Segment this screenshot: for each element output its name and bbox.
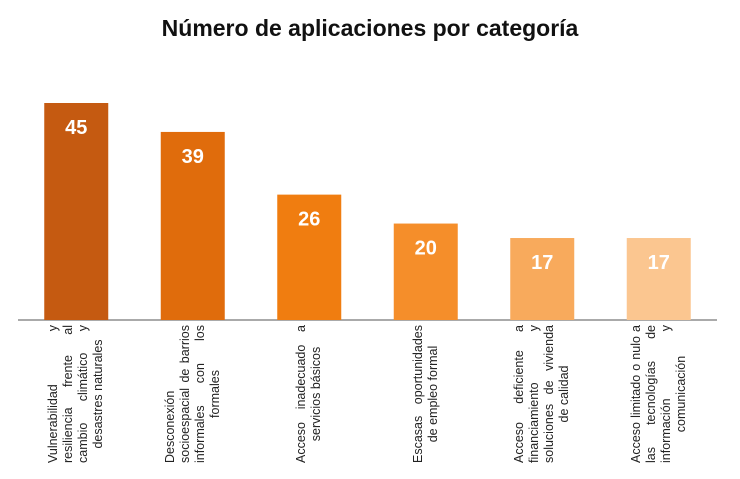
value-label: 26 [298, 209, 320, 231]
x-tick-label: Acceso deficiente a financiamiento y sol… [512, 325, 572, 463]
value-label: 17 [531, 252, 553, 274]
x-tick-label: Acceso limitado o nulo a las tecnologías… [628, 325, 688, 463]
x-tick-label: Desconexión socioespacial de barrios inf… [162, 325, 222, 463]
bar [510, 238, 575, 320]
x-tick-label: Acceso inadecuado a servicios básicos [294, 325, 324, 463]
x-tick-label: Vulnerabilidad y resiliencia frente al c… [46, 325, 106, 463]
value-label: 39 [182, 146, 204, 168]
bar [277, 194, 342, 320]
value-label: 45 [65, 117, 87, 139]
value-label: 17 [648, 252, 670, 274]
bar [160, 131, 225, 320]
bar [626, 238, 691, 320]
chart-title: Número de aplicaciones por categoría [162, 15, 579, 41]
bar [393, 223, 458, 320]
bar [44, 103, 109, 320]
value-label: 20 [415, 238, 437, 260]
x-tick-label: Escasas oportunidades de empleo formal [410, 325, 440, 463]
